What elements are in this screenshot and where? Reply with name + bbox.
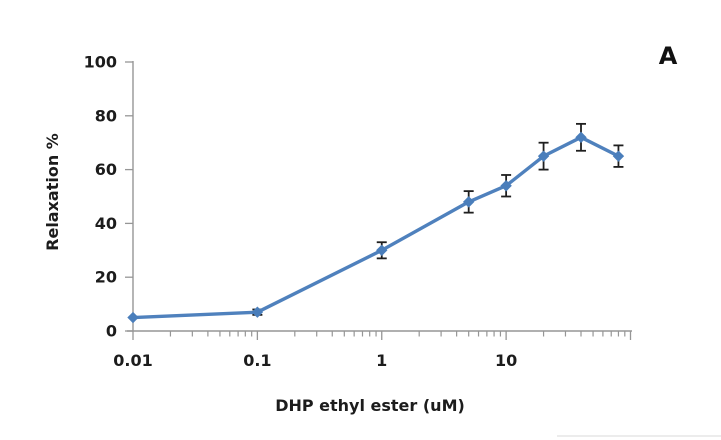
data-point-marker — [127, 311, 139, 324]
x-tick-label: 10 — [495, 351, 517, 370]
x-tick-label: 1 — [376, 351, 387, 370]
y-tick-label: 40 — [95, 214, 117, 233]
data-point-marker — [251, 306, 264, 318]
data-point-marker — [500, 180, 512, 192]
y-tick-label: 20 — [95, 268, 117, 287]
data-point-marker — [376, 244, 388, 256]
x-tick-label: 0.1 — [243, 351, 271, 370]
y-tick-label: 100 — [84, 53, 117, 72]
y-tick-label: 80 — [95, 106, 117, 125]
data-point-marker — [462, 196, 475, 208]
data-point-marker — [537, 150, 550, 162]
page-edge-line — [557, 435, 721, 437]
data-point-marker — [612, 150, 625, 162]
x-axis-title: DHP ethyl ester (uM) — [275, 396, 465, 415]
data-point-marker — [575, 131, 587, 144]
y-tick-label: 0 — [106, 322, 117, 341]
y-axis-title: Relaxation % — [43, 133, 62, 251]
panel-label: A — [658, 42, 678, 70]
y-tick-label: 60 — [95, 160, 117, 179]
x-tick-label: 0.01 — [113, 351, 152, 370]
data-series-line — [131, 135, 621, 320]
